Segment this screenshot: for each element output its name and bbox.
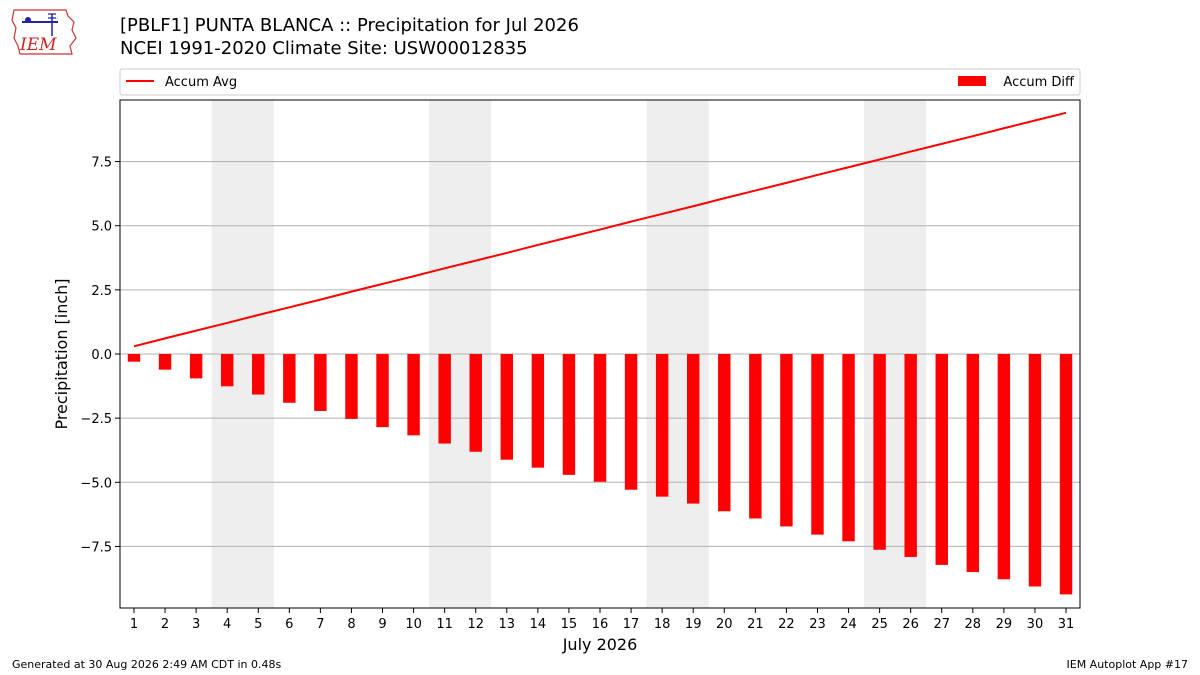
bar-accum-diff-day-14 [531,354,545,468]
x-tick-label-7: 7 [316,617,324,632]
x-tick-label-8: 8 [347,617,355,632]
bar-accum-diff-day-17 [624,354,638,490]
y-tick-label-3: 0.0 [91,348,112,363]
x-tick-label-26: 26 [902,617,919,632]
bar-accum-diff-day-28 [966,354,980,573]
bar-accum-diff-day-4 [220,354,234,387]
bar-accum-diff-day-18 [655,354,669,497]
x-tick-label-29: 29 [996,617,1013,632]
x-tick-label-23: 23 [809,617,826,632]
x-tick-label-3: 3 [192,617,200,632]
x-tick-label-12: 12 [467,617,484,632]
generated-timestamp: Generated at 30 Aug 2026 2:49 AM CDT in … [12,658,282,671]
bar-accum-diff-day-7 [314,354,327,411]
y-tick-label-0: −7.5 [80,540,112,555]
x-tick-label-10: 10 [405,617,422,632]
chart-title: [PBLF1] PUNTA BLANCA :: Precipitation fo… [120,15,579,36]
y-tick-label-1: −5.0 [80,476,112,491]
x-tick-label-25: 25 [871,617,888,632]
legend-entry-accum-diff: Accum Diff [1003,75,1075,90]
x-tick-label-11: 11 [436,617,453,632]
x-tick-label-1: 1 [130,617,138,632]
x-tick-label-13: 13 [499,617,516,632]
bar-accum-diff-day-5 [252,354,265,395]
x-tick-label-31: 31 [1058,617,1075,632]
bar-accum-diff-day-22 [780,354,793,527]
legend-bar-swatch [958,76,986,86]
x-tick-label-27: 27 [933,617,950,632]
bar-accum-diff-day-25 [873,354,886,550]
bar-accum-diff-day-26 [904,354,917,557]
x-tick-label-5: 5 [254,617,262,632]
x-tick-label-4: 4 [223,617,231,632]
bar-accum-diff-day-21 [749,354,762,519]
y-tick-label-2: −2.5 [80,412,112,427]
legend: Accum Avg Accum Diff [119,68,1081,96]
bar-accum-diff-day-15 [562,354,576,475]
bar-accum-diff-day-12 [469,354,482,452]
app-credit: IEM Autoplot App #17 [1066,658,1189,671]
bar-accum-diff-day-31 [1059,354,1073,595]
x-tick-label-20: 20 [716,617,733,632]
bar-accum-diff-day-19 [686,354,700,504]
bar-accum-diff-day-13 [500,354,514,460]
legend-frame [119,68,1081,96]
x-tick-label-9: 9 [378,617,386,632]
x-tick-label-19: 19 [685,617,702,632]
x-tick-label-24: 24 [840,617,857,632]
x-tick-label-30: 30 [1027,617,1044,632]
line-accum-avg [133,111,1067,348]
bar-accum-diff-day-11 [438,354,451,444]
bar-accum-diff-day-20 [718,354,731,512]
y-tick-label-6: 7.5 [91,156,112,171]
bar-accum-diff-day-23 [811,354,824,535]
bar-accum-diff-day-8 [345,354,358,419]
logo-text: IEM [19,35,57,55]
x-tick-label-18: 18 [654,617,671,632]
x-tick-label-17: 17 [623,617,640,632]
x-tick-label-28: 28 [965,617,982,632]
bar-accum-diff-day-16 [593,354,607,482]
bar-accum-diff-day-6 [283,354,296,403]
legend-entry-accum-avg: Accum Avg [165,75,237,90]
bar-accum-diff-day-29 [997,354,1011,580]
x-tick-label-6: 6 [285,617,293,632]
chart-subtitle: NCEI 1991-2020 Climate Site: USW00012835 [120,38,528,59]
bar-accum-diff-day-30 [1028,354,1042,587]
x-tick-label-22: 22 [778,617,795,632]
y-tick-label-4: 2.5 [91,284,112,299]
iem-logo: IEM [11,9,77,55]
bar-accum-diff-day-27 [935,354,948,565]
y-tick-label-5: 5.0 [91,220,112,235]
bar-accum-diff-day-10 [407,354,420,436]
bar-accum-diff-day-2 [158,354,172,370]
y-axis-label: Precipitation [inch] [52,278,71,429]
bar-accum-diff-day-3 [189,354,203,379]
bar-accum-diff-day-24 [842,354,855,542]
x-tick-label-15: 15 [561,617,578,632]
bar-accum-diff-day-9 [376,354,389,428]
x-tick-label-21: 21 [747,617,764,632]
bar-accum-diff-day-1 [127,354,141,362]
x-tick-label-14: 14 [530,617,547,632]
x-axis-label: July 2026 [562,635,638,654]
x-tick-label-2: 2 [161,617,169,632]
x-tick-label-16: 16 [592,617,609,632]
